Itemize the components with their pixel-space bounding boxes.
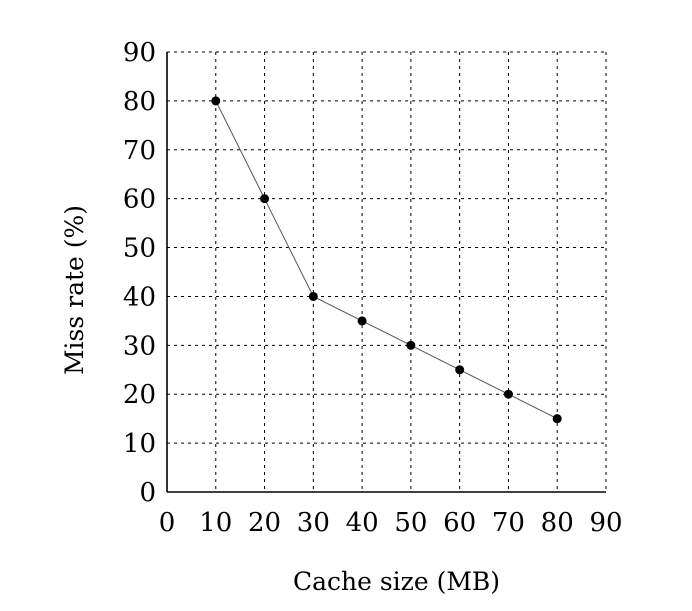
y-tick-label-5: 50 bbox=[123, 234, 156, 264]
x-tick-label-1: 10 bbox=[199, 508, 232, 538]
y-tick-label-2: 20 bbox=[123, 380, 156, 410]
y-tick-label-0: 0 bbox=[139, 478, 156, 508]
x-tick-label-3: 30 bbox=[297, 508, 330, 538]
y-tick-labels: 0 10 20 30 40 50 60 70 80 90 bbox=[123, 38, 156, 508]
vertical-gridlines bbox=[166, 52, 607, 492]
y-tick-label-9: 90 bbox=[123, 38, 156, 68]
data-point-0-7 bbox=[552, 414, 562, 424]
horizontal-gridlines bbox=[167, 51, 606, 493]
x-tick-label-9: 90 bbox=[589, 508, 622, 538]
axes bbox=[166, 52, 606, 493]
x-tick-label-5: 50 bbox=[394, 508, 427, 538]
x-tick-label-7: 70 bbox=[492, 508, 525, 538]
x-tick-label-6: 60 bbox=[443, 508, 476, 538]
series-group bbox=[211, 96, 562, 424]
x-tick-labels: 0 10 20 30 40 50 60 70 80 90 bbox=[159, 508, 623, 538]
y-tick-label-4: 40 bbox=[123, 282, 156, 312]
data-point-0-2 bbox=[308, 291, 318, 301]
x-tick-label-0: 0 bbox=[159, 508, 176, 538]
y-tick-label-8: 80 bbox=[123, 87, 156, 117]
data-point-0-0 bbox=[211, 96, 221, 106]
y-tick-label-1: 10 bbox=[123, 429, 156, 459]
y-tick-label-3: 30 bbox=[123, 331, 156, 361]
series-line-0 bbox=[215, 100, 558, 420]
data-point-0-1 bbox=[260, 194, 270, 204]
data-point-0-5 bbox=[455, 365, 465, 375]
x-tick-label-4: 40 bbox=[346, 508, 379, 538]
y-axis-title: Miss rate (%) bbox=[60, 205, 89, 375]
data-point-0-3 bbox=[357, 316, 367, 326]
data-point-0-6 bbox=[503, 389, 513, 399]
x-tick-label-2: 20 bbox=[248, 508, 281, 538]
x-tick-label-8: 80 bbox=[541, 508, 574, 538]
y-tick-label-6: 60 bbox=[123, 185, 156, 215]
data-point-0-4 bbox=[406, 340, 416, 350]
y-tick-label-7: 70 bbox=[123, 136, 156, 166]
x-axis-title: Cache size (MB) bbox=[293, 567, 500, 596]
